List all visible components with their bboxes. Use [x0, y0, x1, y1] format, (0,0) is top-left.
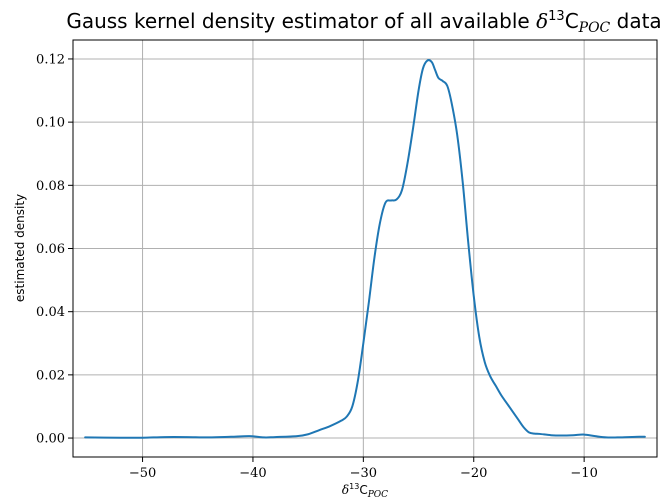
title-carbon: C [565, 9, 579, 33]
y-tick-label: 0.00 [36, 432, 65, 447]
x-axis-label: δ13CPOC [342, 482, 388, 500]
axis-ticks: −50 −40 −30 −20 −10 0.00 0.02 0.04 0.06 0.08 0.10 0… [36, 52, 598, 481]
y-tick-label: 0.08 [36, 179, 65, 194]
x-tick-label: −10 [570, 466, 597, 481]
xlabel-delta: δ [342, 483, 349, 497]
title-superscript: 13 [548, 9, 565, 24]
x-tick-label: −50 [129, 466, 156, 481]
y-tick-label: 0.12 [36, 52, 65, 67]
title-prefix: Gauss kernel density estimator of all av… [66, 9, 536, 33]
y-tick-label: 0.02 [36, 368, 65, 383]
chart-title: Gauss kernel density estimator of all av… [66, 9, 661, 36]
xlabel-carbon: C [359, 483, 367, 497]
x-tick-label: −30 [350, 466, 377, 481]
grid-lines [73, 40, 657, 457]
y-axis-label: estimated density [13, 194, 27, 302]
title-subscript: POC [578, 20, 611, 36]
x-tick-label: −20 [460, 466, 487, 481]
density-line [84, 59, 646, 439]
y-tick-label: 0.10 [36, 116, 65, 131]
title-suffix: data [610, 9, 661, 33]
y-tick-label: 0.06 [36, 242, 65, 257]
title-delta: δ [536, 9, 548, 33]
xlabel-superscript: 13 [349, 482, 359, 491]
xlabel-subscript: POC [367, 490, 388, 500]
x-tick-label: −40 [239, 466, 266, 481]
density-series [84, 59, 646, 439]
plot-area-frame [72, 39, 658, 458]
y-tick-label: 0.04 [36, 305, 65, 320]
